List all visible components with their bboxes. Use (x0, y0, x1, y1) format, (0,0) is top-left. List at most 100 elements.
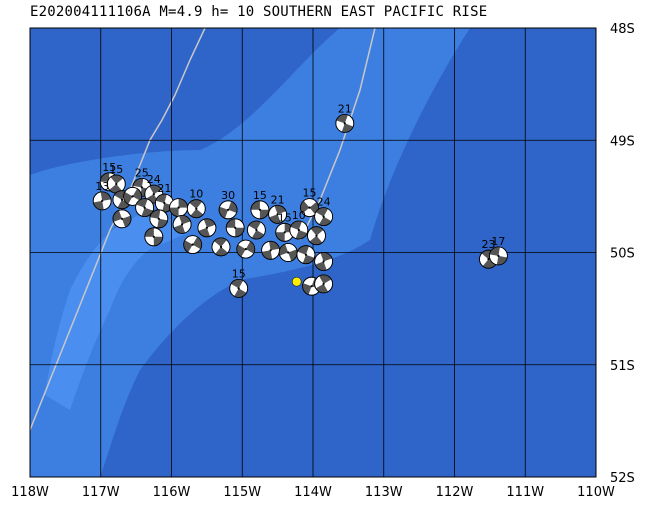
compression-quadrant (319, 216, 332, 226)
compression-quadrant (234, 288, 247, 298)
focal-mechanism[interactable] (169, 198, 189, 218)
beachball-quadrants (236, 241, 255, 257)
focal-mechanism[interactable] (244, 218, 269, 243)
focal-mechanism[interactable] (260, 240, 281, 261)
beachball-rim (123, 186, 143, 206)
event-depth-label: 23 (482, 238, 496, 251)
focal-mechanism[interactable] (110, 187, 135, 212)
event-depth-label: 17 (491, 235, 505, 248)
beachball-quadrants (123, 188, 142, 205)
beachball-quadrants (315, 274, 332, 293)
focal-mechanism[interactable]: 30 (217, 189, 240, 222)
lat-tick-label: 49S (610, 134, 635, 149)
focal-mechanism[interactable] (311, 272, 336, 297)
compression-quadrant (482, 259, 496, 269)
focal-mechanism[interactable] (304, 223, 329, 248)
focal-mechanism[interactable]: 15 (104, 163, 129, 197)
beachball-quadrants (109, 175, 124, 193)
focal-mechanism[interactable] (171, 213, 194, 236)
compression-quadrant (123, 191, 133, 205)
beachball-quadrants (144, 227, 163, 246)
beachball-rim (250, 200, 270, 220)
latitude-labels: 48S 49S 50S 51S 52S (610, 22, 635, 486)
compression-quadrant (100, 191, 112, 201)
focal-mechanism[interactable] (277, 241, 300, 264)
focal-mechanism[interactable] (148, 208, 169, 229)
beachball-rim (314, 207, 334, 227)
focal-mechanism[interactable]: 10 (184, 188, 209, 222)
compression-quadrant (169, 207, 179, 217)
focal-mechanism[interactable]: 15 (297, 187, 322, 221)
focal-mechanism[interactable]: 15 (226, 267, 251, 300)
beachball-quadrants (149, 209, 168, 228)
beachball-center (143, 206, 146, 209)
focal-mechanism[interactable]: 21 (266, 193, 289, 226)
focal-mechanism[interactable] (110, 207, 133, 230)
compression-quadrant (93, 200, 104, 210)
focal-mechanism[interactable]: 10 (287, 209, 310, 242)
lat-tick-label: 50S (610, 247, 635, 262)
beachball-center (310, 285, 313, 288)
focal-mechanism[interactable] (208, 234, 233, 259)
beachball-rim (197, 218, 217, 238)
beachball-rim (314, 252, 334, 271)
beachball-center (227, 208, 230, 211)
beachball-quadrants (214, 237, 228, 256)
focal-mechanism[interactable] (294, 243, 317, 266)
beachball-rim (218, 200, 238, 220)
focal-mechanism[interactable] (234, 237, 259, 262)
focal-mechanism[interactable]: 13 (92, 180, 113, 211)
beachball-center (140, 186, 143, 189)
beachball-rim (211, 237, 231, 257)
focal-mechanism[interactable] (225, 218, 245, 238)
focal-mechanism[interactable]: 23 (476, 238, 501, 272)
beachball-rim (172, 214, 192, 234)
event-depth-label: 13 (95, 180, 109, 193)
beachball-quadrants (250, 200, 269, 219)
beachball-center (120, 217, 124, 220)
focal-mechanism[interactable] (180, 232, 205, 257)
lon-tick-label: 118W (11, 485, 49, 500)
event-depth-label: 24 (147, 173, 161, 186)
beachball-rim (300, 198, 319, 218)
focal-mechanism[interactable]: 21 (333, 102, 356, 135)
beachball-center (269, 249, 272, 252)
focal-mechanism[interactable]: 15 (250, 189, 270, 220)
lat-tick-label: 48S (610, 22, 635, 37)
focal-mechanism[interactable]: 17 (488, 235, 509, 266)
focal-mechanism[interactable]: 24 (311, 196, 336, 229)
focal-mechanism[interactable]: 24 (142, 173, 167, 206)
focal-mechanism[interactable] (195, 216, 218, 239)
beachball-center (115, 182, 118, 186)
beachball-rim (92, 191, 112, 211)
beachball-center (152, 235, 155, 238)
lon-tick-label: 115W (223, 485, 261, 500)
compression-quadrant (178, 198, 188, 208)
beachball-rim (307, 226, 326, 246)
compression-quadrant (315, 283, 329, 293)
beachball-center (487, 258, 490, 261)
beachball-center (195, 207, 198, 210)
compression-quadrant (114, 190, 127, 200)
compression-quadrant (489, 246, 500, 256)
compression-quadrant (250, 200, 260, 210)
focal-mechanism[interactable] (120, 184, 145, 209)
compression-quadrant (310, 226, 324, 236)
ridge-crest (45, 213, 190, 410)
compression-quadrant (144, 227, 154, 237)
focal-mechanism[interactable] (144, 227, 164, 247)
focal-mechanism[interactable] (133, 196, 156, 219)
focal-mechanism[interactable] (312, 250, 335, 273)
compression-quadrant (190, 208, 204, 218)
compression-quadrant (215, 246, 228, 256)
event-depth-label: 21 (271, 193, 285, 206)
beachball-center (120, 198, 124, 201)
compression-quadrant (309, 235, 323, 245)
beachball-center (308, 206, 311, 209)
event-depth-label: 25 (135, 166, 149, 179)
beachball-center (157, 217, 160, 220)
beachball-rim (229, 278, 249, 298)
beachball-center (258, 208, 261, 211)
